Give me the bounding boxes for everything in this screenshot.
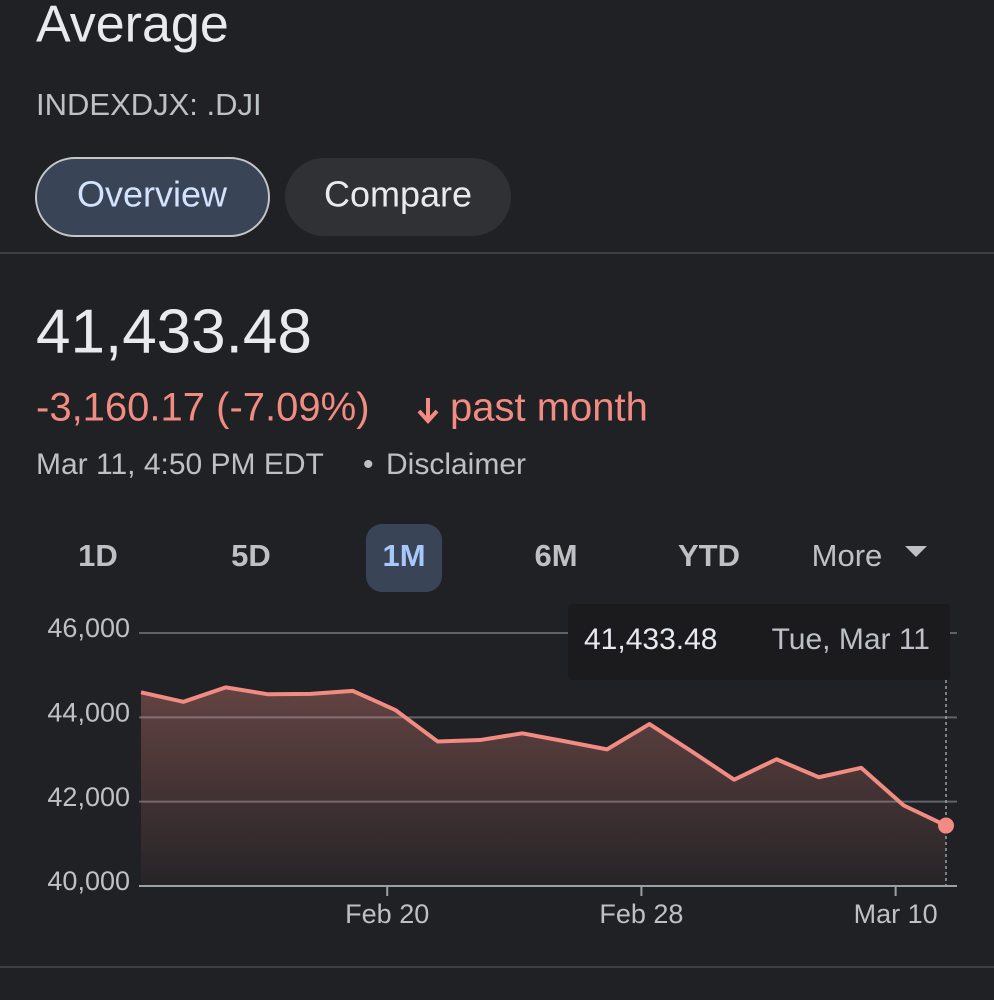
down-arrow bbox=[417, 398, 439, 424]
y-tick-label: 40,000 bbox=[47, 866, 130, 896]
tooltip-date: Tue, Mar 11 bbox=[772, 623, 930, 656]
tab-pill[interactable] bbox=[285, 158, 511, 236]
range-button[interactable]: YTD bbox=[678, 538, 740, 573]
disclaimer-link[interactable]: Disclaimer bbox=[386, 448, 526, 481]
change: -3,160.17 (-7.09%) bbox=[36, 386, 370, 430]
end-point bbox=[938, 817, 954, 834]
y-tick-label: 46,000 bbox=[47, 613, 130, 643]
y-tick-label: 44,000 bbox=[47, 697, 130, 727]
line bbox=[140, 685, 947, 828]
x-tick-label: Mar 10 bbox=[854, 899, 938, 929]
dropdown-icon[interactable] bbox=[905, 546, 927, 557]
tooltip bbox=[568, 604, 950, 680]
area bbox=[141, 687, 946, 886]
range-pill-active[interactable] bbox=[366, 524, 442, 592]
tab-pill-active[interactable] bbox=[35, 157, 270, 237]
tooltip-value: 41,433.48 bbox=[584, 623, 717, 656]
x-tick-label: Feb 28 bbox=[599, 899, 683, 929]
range-button[interactable]: More bbox=[812, 538, 883, 573]
tab[interactable]: Overview bbox=[77, 174, 228, 215]
range-button[interactable]: 5D bbox=[231, 538, 271, 573]
range-button[interactable]: 1M bbox=[382, 538, 425, 573]
period: past month bbox=[450, 386, 648, 430]
price: 41,433.48 bbox=[36, 297, 312, 366]
y-tick-label: 42,000 bbox=[47, 782, 130, 812]
ticker: INDEXDJX: .DJI bbox=[36, 87, 262, 122]
title: Average bbox=[36, 0, 229, 54]
timestamp: Mar 11, 4:50 PM EDT bbox=[36, 448, 324, 481]
x-tick-label: Feb 20 bbox=[345, 899, 429, 929]
chart: 40,000 42,000 44,000 46,000 41,433.48 Tue, Ma… bbox=[47, 604, 957, 929]
range-button[interactable]: 6M bbox=[534, 538, 577, 573]
separator: • bbox=[363, 448, 374, 481]
tab[interactable]: Compare bbox=[324, 174, 472, 215]
range-button[interactable]: 1D bbox=[78, 538, 118, 573]
